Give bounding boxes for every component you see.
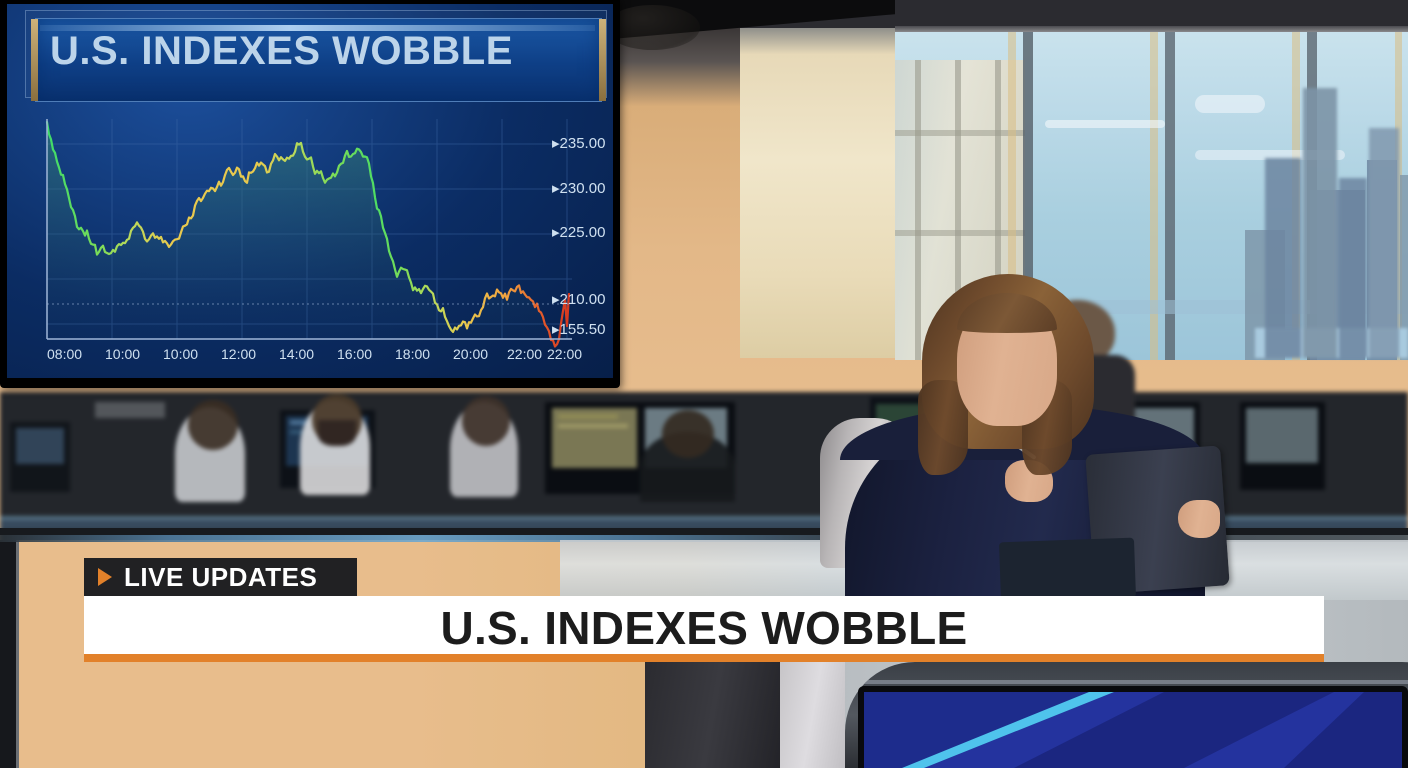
svg-text:10:00: 10:00 [105, 346, 140, 362]
svg-text:08:00: 08:00 [47, 346, 82, 362]
svg-text:▸210.00: ▸210.00 [552, 291, 605, 308]
svg-text:20:00: 20:00 [453, 346, 488, 362]
svg-text:22:00: 22:00 [547, 346, 582, 362]
svg-text:22:00: 22:00 [507, 346, 542, 362]
svg-text:▸230.00: ▸230.00 [552, 180, 605, 197]
svg-text:10:00: 10:00 [163, 346, 198, 362]
svg-text:12:00: 12:00 [221, 346, 256, 362]
svg-text:▸155.50: ▸155.50 [552, 321, 605, 338]
svg-text:14:00: 14:00 [279, 346, 314, 362]
svg-text:16:00: 16:00 [337, 346, 372, 362]
svg-text:▸235.00: ▸235.00 [552, 135, 605, 152]
svg-text:18:00: 18:00 [395, 346, 430, 362]
svg-text:▸225.00: ▸225.00 [552, 224, 605, 241]
